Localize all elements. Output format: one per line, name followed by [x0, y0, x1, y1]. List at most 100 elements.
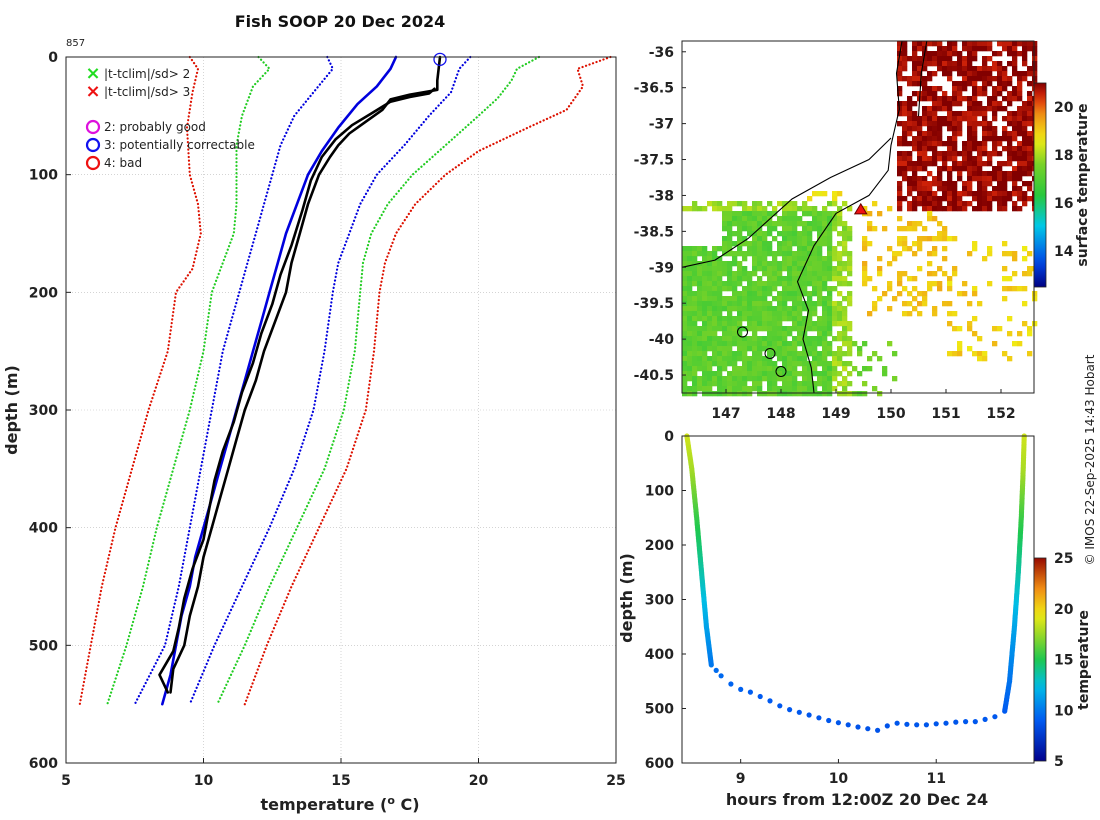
sst-pixel [947, 136, 953, 142]
sst-pixel [972, 51, 978, 57]
sst-pixel [822, 241, 828, 247]
sst-pixel [752, 301, 758, 307]
sst-pixel [797, 331, 803, 337]
sst-pixel [992, 131, 998, 137]
sst-pixel [1012, 171, 1018, 177]
sst-pixel [947, 321, 953, 327]
sst-pixel [822, 281, 828, 287]
sst-pixel [937, 66, 943, 72]
sst-pixel [837, 261, 843, 267]
sst-pixel [962, 66, 968, 72]
sst-pixel [1022, 161, 1028, 167]
sst-pixel [742, 391, 748, 397]
sst-pixel [732, 331, 738, 337]
sst-pixel [797, 381, 803, 387]
sst-pixel [787, 256, 793, 262]
sst-pixel [727, 336, 733, 342]
x-tick-label: 10 [194, 773, 214, 789]
sst-pixel [787, 286, 793, 292]
sst-pixel [702, 246, 708, 252]
sst-pixel [787, 296, 793, 302]
sst-pixel [952, 86, 958, 92]
sst-pixel [757, 321, 763, 327]
sst-pixel [997, 41, 1003, 47]
sst-pixel [692, 301, 698, 307]
sst-pixel [827, 321, 833, 327]
sst-pixel [752, 381, 758, 387]
sst-pixel [682, 246, 688, 252]
sst-pixel [702, 296, 708, 302]
sst-pixel [782, 266, 788, 272]
sst-pixel [697, 376, 703, 382]
sst-pixel [1007, 81, 1013, 87]
sst-pixel [912, 46, 918, 52]
sst-pixel [692, 206, 698, 212]
sst-pixel [757, 266, 763, 272]
sst-pixel [812, 351, 818, 357]
sst-pixel [1007, 161, 1013, 167]
sst-pixel [932, 136, 938, 142]
sst-pixel [912, 91, 918, 97]
sst-pixel [747, 226, 753, 232]
sst-pixel [772, 206, 778, 212]
sst-pixel [972, 241, 978, 247]
sst-pixel [902, 286, 908, 292]
sst-pixel [762, 216, 768, 222]
sst-pixel [912, 61, 918, 67]
sst-pixel [832, 366, 838, 372]
sst-pixel [972, 106, 978, 112]
sst-pixel [712, 301, 718, 307]
sst-pixel [912, 181, 918, 187]
sst-pixel [727, 216, 733, 222]
sst-pixel [692, 336, 698, 342]
sst-pixel [797, 246, 803, 252]
sst-pixel [767, 266, 773, 272]
sst-pixel [722, 381, 728, 387]
sst-pixel [932, 311, 938, 317]
sst-pixel [717, 301, 723, 307]
sst-pixel [982, 256, 988, 262]
sst-pixel [797, 266, 803, 272]
sst-pixel [962, 86, 968, 92]
sst-pixel [952, 181, 958, 187]
sst-pixel [787, 241, 793, 247]
sst-pixel [807, 346, 813, 352]
sst-pixel [732, 326, 738, 332]
sst-pixel [762, 361, 768, 367]
sst-pixel [927, 136, 933, 142]
sst-pixel [782, 236, 788, 242]
sst-pixel [727, 326, 733, 332]
sst-pixel [897, 41, 903, 47]
sst-pixel [842, 336, 848, 342]
sst-pixel [1002, 276, 1008, 282]
sst-pixel [717, 261, 723, 267]
sst-pixel [737, 346, 743, 352]
sst-pixel [767, 231, 773, 237]
sst-pixel [817, 271, 823, 277]
sst-pixel [687, 321, 693, 327]
sst-pixel [952, 96, 958, 102]
sst-pixel [907, 311, 913, 317]
sst-pixel [757, 251, 763, 257]
sst-pixel [882, 226, 888, 232]
sst-pixel [767, 281, 773, 287]
sst-pixel [702, 391, 708, 397]
sst-pixel [787, 211, 793, 217]
sst-pixel [912, 241, 918, 247]
y-tick-label: 300 [29, 403, 58, 419]
sst-pixel [902, 246, 908, 252]
sst-pixel [947, 126, 953, 132]
sst-pixel [857, 351, 863, 357]
sst-pixel [1012, 341, 1018, 347]
sst-pixel [737, 291, 743, 297]
sst-pixel [767, 316, 773, 322]
sst-pixel [842, 381, 848, 387]
sst-pixel [772, 256, 778, 262]
sst-pixel [722, 331, 728, 337]
sst-pixel [792, 351, 798, 357]
sst-pixel [827, 341, 833, 347]
sst-pixel [787, 316, 793, 322]
sst-pixel [767, 261, 773, 267]
sst-pixel [792, 221, 798, 227]
sst-pixel [842, 251, 848, 257]
